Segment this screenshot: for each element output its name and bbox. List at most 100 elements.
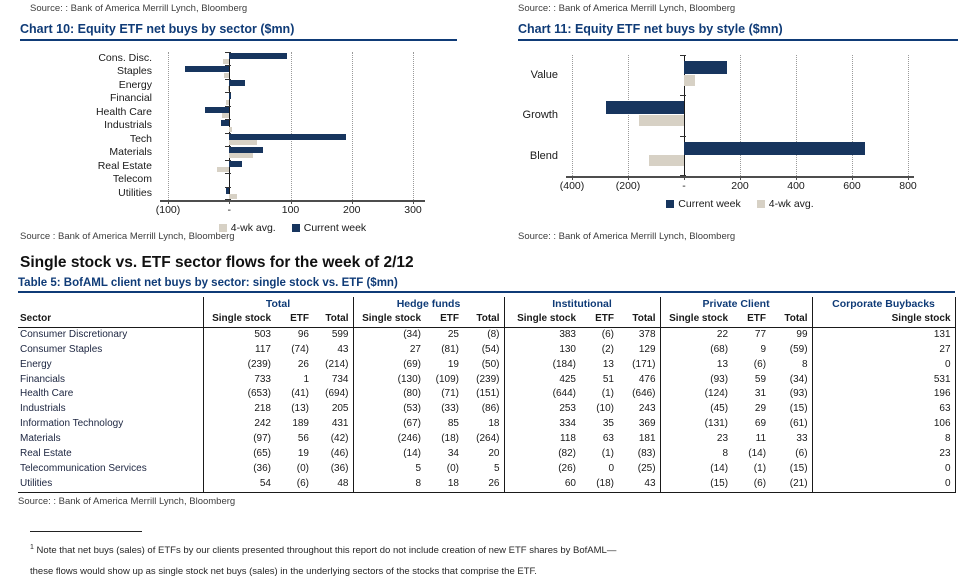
- value-cell: (93): [770, 387, 813, 403]
- gridline: [572, 55, 573, 176]
- value-cell: (82): [558, 448, 576, 460]
- group-header-cell: Hedge funds: [353, 297, 505, 312]
- value-cell: (67): [403, 418, 421, 430]
- value-cell: 25: [447, 328, 459, 340]
- value-cell: (14): [710, 462, 729, 474]
- value-cell: 476: [618, 372, 661, 388]
- gridline: [740, 55, 741, 176]
- axis-tick: [740, 176, 741, 180]
- chart-legend: Current week 4-wk avg.: [566, 198, 914, 210]
- value-cell: (131): [704, 418, 729, 430]
- bar-4wk-avg: [223, 72, 230, 78]
- value-cell: 196: [812, 387, 956, 403]
- sector-cell: Industrials: [18, 402, 204, 418]
- sector-cell: Telecommunication Services: [18, 461, 204, 477]
- axis-tick: [796, 176, 797, 180]
- value-cell: 531: [812, 372, 956, 388]
- value-cell: (214): [313, 357, 354, 373]
- category-axis-tick: [680, 135, 686, 137]
- value-cell: 8: [722, 448, 729, 460]
- chart11-source: Source: : Bank of America Merrill Lynch,…: [518, 231, 736, 242]
- value-cell: (36): [253, 462, 271, 474]
- bar-current-week: [229, 147, 263, 154]
- axis-tick-label: (200): [615, 180, 641, 192]
- axis-tick-label: 800: [899, 180, 917, 192]
- bar-4wk-avg: [217, 166, 230, 172]
- axis-tick-label: 300: [404, 204, 422, 216]
- bar-current-week: [226, 187, 230, 194]
- gridline: [908, 55, 909, 176]
- value-cell: (86): [463, 402, 505, 418]
- chart11-plot-area: (400) (200) - 200 400 600 800 Value Growth Blend C…: [518, 41, 958, 231]
- gridline: [852, 55, 853, 176]
- column-header-sector: Sector: [18, 311, 204, 328]
- category-axis-tick: [225, 92, 232, 94]
- chart-legend: 4-wk avg. Current week: [160, 222, 425, 234]
- value-cell: (2): [601, 343, 614, 355]
- axis-tick-label: 100: [281, 204, 300, 216]
- column-header-cell: ETF: [275, 311, 313, 328]
- zero-axis-line: [684, 55, 685, 179]
- value-cell: 599: [313, 327, 354, 343]
- value-cell: (26): [558, 462, 576, 474]
- legend-swatch-current-week: [291, 224, 300, 232]
- table-row: Health Care (653) (41) (694) (80) (71) (151) (6…: [18, 387, 956, 403]
- legend-item: Current week: [291, 222, 367, 234]
- value-cell: (33): [441, 403, 459, 415]
- value-cell: 34: [447, 448, 459, 460]
- value-cell: 26: [463, 476, 505, 493]
- table-row: Information Technology 242 189 431 (67) 85 18 3…: [18, 417, 956, 433]
- value-cell: (18): [580, 476, 618, 493]
- axis-tick: [168, 200, 169, 204]
- value-cell: (239): [247, 358, 271, 370]
- table-row: Utilities 54 (6) 48 8 18 26 60 (18) 43 (15) (6) (21)…: [18, 476, 956, 493]
- value-cell: 77: [754, 328, 767, 340]
- value-cell: (653): [247, 388, 271, 400]
- category-label: Staples: [116, 65, 152, 78]
- legend-item: Current week: [666, 198, 741, 210]
- axis-tick: [908, 176, 909, 180]
- category-label: Utilities: [118, 186, 152, 199]
- column-header-cell: ETF: [580, 311, 618, 328]
- value-cell: 106: [812, 417, 956, 433]
- category-label: Real Estate: [97, 159, 152, 172]
- bar-4wk-avg: [221, 113, 230, 119]
- value-cell: (644): [552, 388, 576, 400]
- bar-4wk-avg: [222, 59, 230, 65]
- value-cell: 431: [313, 417, 354, 433]
- value-cell: 242: [254, 418, 271, 430]
- legend-label: 4-wk avg.: [768, 198, 814, 210]
- value-cell: 253: [559, 403, 576, 415]
- axis-tick-label: (100): [155, 204, 181, 216]
- axis-tick-label: -: [227, 204, 232, 216]
- category-label: Health Care: [95, 105, 152, 118]
- category-label: Growth: [522, 109, 558, 122]
- value-cell: (184): [552, 358, 576, 370]
- legend-swatch-4wk-avg: [218, 224, 227, 232]
- chart10-plot-area: (100) - 100 200 300 Cons. Disc. Staples Energy F…: [20, 41, 457, 234]
- legend-label: Current week: [303, 222, 367, 234]
- gridline: [290, 52, 292, 200]
- group-header-cell: Total: [203, 297, 354, 312]
- value-cell: (59): [770, 342, 813, 358]
- value-cell: 1: [303, 373, 309, 385]
- corner-cell: [18, 297, 204, 312]
- value-cell: (46): [313, 447, 354, 462]
- legend-swatch-current-week: [666, 200, 675, 208]
- value-cell: 189: [292, 418, 309, 430]
- value-cell: 0: [812, 476, 956, 493]
- column-header-cell: Total: [618, 311, 661, 328]
- category-axis-tick: [225, 173, 232, 175]
- bar-current-week: [229, 160, 242, 167]
- value-cell: 43: [618, 476, 661, 493]
- value-cell: 8: [770, 357, 813, 373]
- axis-tick-label: -: [682, 180, 686, 192]
- value-cell: (41): [291, 388, 309, 400]
- column-header-cell: Total: [463, 311, 505, 328]
- axis-tick-label: 600: [843, 180, 861, 192]
- value-cell: 27: [409, 343, 421, 355]
- category-label: Cons. Disc.: [98, 52, 152, 64]
- value-cell: (646): [618, 387, 661, 403]
- category-label: Energy: [118, 78, 152, 91]
- value-cell: 29: [754, 403, 767, 415]
